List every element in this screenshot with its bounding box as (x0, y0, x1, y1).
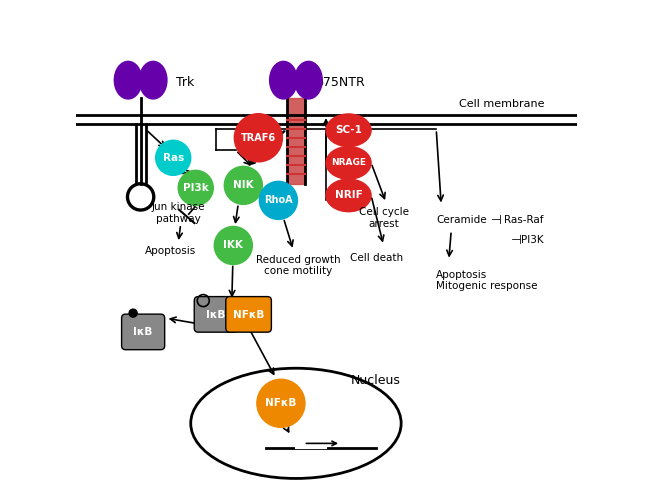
Text: IKK: IKK (224, 240, 243, 250)
Circle shape (257, 379, 305, 427)
FancyBboxPatch shape (194, 297, 237, 332)
Text: Reduced growth
cone motility: Reduced growth cone motility (256, 255, 341, 277)
Text: p75NTR: p75NTR (316, 76, 366, 89)
Text: Apoptosis
Mitogenic response: Apoptosis Mitogenic response (436, 270, 538, 292)
Text: NRAGE: NRAGE (331, 158, 366, 167)
Text: NFκB: NFκB (265, 398, 297, 408)
Text: Jun kinase
pathway: Jun kinase pathway (151, 202, 205, 224)
Ellipse shape (270, 61, 297, 99)
Text: Cell membrane: Cell membrane (458, 99, 544, 109)
Text: IκB: IκB (206, 310, 226, 320)
Text: Ceramide: Ceramide (436, 215, 487, 225)
Ellipse shape (326, 114, 371, 147)
Text: SC-1: SC-1 (335, 125, 362, 135)
Circle shape (215, 226, 252, 265)
Ellipse shape (326, 147, 371, 179)
Text: Ras-Raf: Ras-Raf (504, 215, 543, 225)
Text: RhoA: RhoA (264, 195, 293, 205)
Text: Nucleus: Nucleus (351, 374, 401, 387)
Bar (287, 98, 305, 184)
Text: PI3k: PI3k (183, 183, 209, 193)
Text: TRAF6: TRAF6 (241, 133, 276, 143)
Ellipse shape (140, 61, 167, 99)
Ellipse shape (114, 61, 142, 99)
Text: ⊣: ⊣ (511, 234, 522, 247)
Text: PI3K: PI3K (522, 235, 544, 245)
Text: NFκB: NFκB (233, 310, 264, 320)
Text: Trk: Trk (175, 76, 194, 89)
Circle shape (178, 170, 213, 205)
Circle shape (234, 114, 282, 162)
Circle shape (259, 181, 297, 219)
FancyBboxPatch shape (226, 297, 271, 332)
Text: NRIF: NRIF (334, 190, 363, 200)
Circle shape (156, 140, 191, 175)
Circle shape (129, 309, 137, 317)
Text: Ras: Ras (162, 153, 184, 163)
Text: Cell death: Cell death (349, 253, 403, 263)
Circle shape (224, 166, 262, 204)
Text: Apoptosis: Apoptosis (145, 245, 196, 256)
FancyBboxPatch shape (121, 314, 165, 350)
Text: ⊣: ⊣ (492, 214, 502, 227)
Text: Cell cycle
arrest: Cell cycle arrest (359, 207, 409, 229)
Ellipse shape (295, 61, 322, 99)
Bar (296, 436, 326, 448)
Ellipse shape (326, 179, 371, 212)
Text: NIK: NIK (233, 180, 254, 190)
Text: IκB: IκB (134, 327, 153, 337)
